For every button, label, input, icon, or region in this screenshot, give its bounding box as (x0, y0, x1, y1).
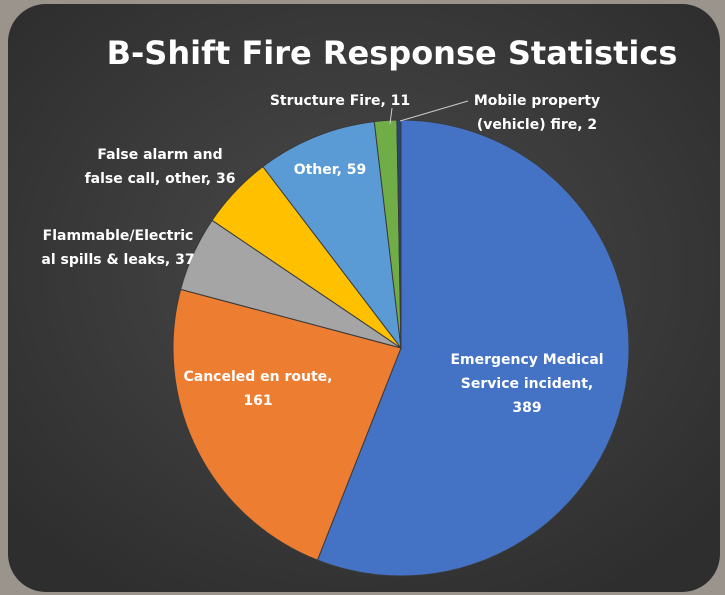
data-label: Other, 59 (294, 162, 367, 178)
leader-line (389, 107, 393, 125)
data-label: Emergency Medical (450, 352, 603, 368)
data-label: Mobile property (474, 93, 600, 109)
data-label: al spills & leaks, 37 (41, 252, 194, 268)
chart-title: B-Shift Fire Response Statistics (107, 34, 678, 72)
data-label: Canceled en route, (183, 369, 332, 385)
pie-slice (172, 288, 402, 561)
data-label: False alarm and (97, 147, 222, 163)
data-label: 389 (512, 400, 541, 416)
leader-line (399, 100, 469, 122)
data-label: Service incident, (461, 376, 593, 392)
data-label: Structure Fire, 11 (270, 93, 410, 109)
pie-slice (316, 119, 630, 577)
data-label: 161 (243, 393, 272, 409)
pie-slice (262, 121, 402, 350)
data-label: (vehicle) fire, 2 (477, 117, 597, 133)
data-label: Flammable/Electric (43, 228, 194, 244)
pie-slice (396, 119, 402, 349)
data-label: false call, other, 36 (85, 171, 236, 187)
